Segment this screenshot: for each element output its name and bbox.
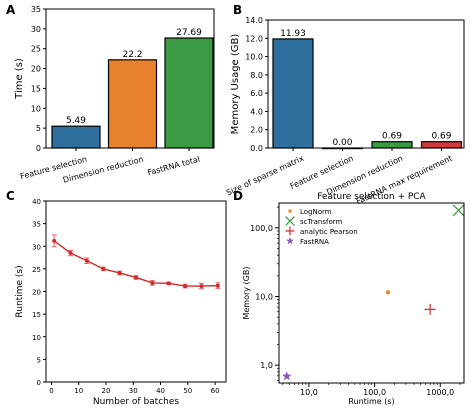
d-legend-marker-analytic-pearson bbox=[285, 226, 295, 236]
d-xlabel: Runtime (s) bbox=[348, 397, 394, 406]
a-value-label: 27.69 bbox=[176, 28, 202, 38]
b-value-label: 0.69 bbox=[431, 132, 451, 142]
c-xtick-label: 30 bbox=[129, 387, 138, 395]
d-legend-label: scTransform bbox=[300, 218, 342, 226]
panel-c-chart: 0 5 10 15 20 25 30 35 40 0 10 20 30 40 50 60 Number of b… bbox=[15, 198, 227, 407]
a-ytick-label: 10 bbox=[31, 104, 41, 113]
b-ytick-label: 0.0 bbox=[250, 144, 263, 153]
a-bar-fastrna-total bbox=[164, 37, 214, 149]
a-ytick-label: 30 bbox=[31, 25, 41, 34]
c-ytick-label: 15 bbox=[32, 311, 41, 319]
c-point bbox=[199, 284, 204, 289]
d-ytick-label: 1,0 bbox=[260, 361, 273, 370]
panel-label-b: B bbox=[233, 3, 242, 17]
c-xtick-label: 50 bbox=[183, 387, 192, 395]
b-ytick-label: 10.0 bbox=[245, 53, 263, 62]
a-ytick-label: 35 bbox=[31, 5, 41, 14]
d-legend-marker-fastrna bbox=[286, 237, 294, 245]
b-ytick-label: 14.0 bbox=[245, 16, 263, 25]
c-point bbox=[84, 258, 89, 263]
panel-label-d: D bbox=[233, 189, 243, 203]
c-ytick-label: 20 bbox=[32, 289, 41, 297]
c-axes-frame bbox=[45, 200, 227, 383]
panel-d-chart: Feature selection + PCA 10,0 100,0 1000,0 1,… bbox=[242, 192, 465, 406]
c-point bbox=[215, 283, 220, 288]
c-ytick-label: 25 bbox=[32, 266, 41, 274]
d-point-fastrna bbox=[282, 371, 292, 381]
c-xtick-label: 10 bbox=[74, 387, 83, 395]
a-axes-frame bbox=[45, 8, 215, 149]
c-xlabel: Number of batches bbox=[93, 397, 179, 407]
b-axes-frame bbox=[267, 19, 465, 149]
d-xtick-label: 100,0 bbox=[363, 388, 386, 397]
c-ytick-label: 10 bbox=[32, 334, 41, 342]
d-point-sctransform bbox=[452, 204, 465, 217]
d-legend-label: LogNorm bbox=[300, 208, 332, 216]
a-ytick-label: 25 bbox=[31, 45, 41, 54]
b-ytick-label: 12.0 bbox=[245, 34, 263, 43]
b-ytick-label: 2.0 bbox=[250, 126, 263, 135]
c-xtick-label: 20 bbox=[102, 387, 111, 395]
c-ytick-label: 30 bbox=[32, 243, 41, 251]
b-bar-fastrna-max-requirement bbox=[420, 141, 463, 149]
b-ytick-label: 8.0 bbox=[250, 71, 263, 80]
b-ytick-label: 4.0 bbox=[250, 107, 263, 116]
b-value-label: 0.00 bbox=[332, 138, 352, 148]
d-title: Feature selection + PCA bbox=[317, 192, 426, 202]
b-ylabel: Memory Usage (GB) bbox=[230, 34, 241, 135]
a-ytick-label: 20 bbox=[31, 65, 41, 74]
a-xtick-label: FastRNA total bbox=[147, 155, 201, 178]
c-xtick-label: 60 bbox=[211, 387, 220, 395]
c-point bbox=[117, 270, 122, 275]
a-ytick-label: 0 bbox=[36, 144, 41, 153]
c-point bbox=[166, 281, 171, 286]
panel-label-c: C bbox=[6, 189, 15, 203]
b-value-label: 11.93 bbox=[280, 29, 306, 39]
c-point bbox=[68, 251, 73, 256]
c-point bbox=[101, 266, 106, 271]
b-bar-size-of-sparse-matrix bbox=[272, 38, 314, 149]
d-xtick-label: 10,0 bbox=[300, 388, 318, 397]
a-value-label: 22.2 bbox=[122, 50, 142, 60]
a-value-label: 5.49 bbox=[66, 116, 86, 126]
c-xtick-label: 40 bbox=[156, 387, 165, 395]
a-bar-dimension-reduction bbox=[107, 59, 158, 149]
c-ytick-label: 0 bbox=[37, 379, 41, 387]
c-ytick-label: 35 bbox=[32, 221, 41, 229]
panel-b-chart: 0.0 2.0 4.0 6.0 8.0 10.0 12.0 14.0 11.93 Size of … bbox=[225, 16, 465, 206]
c-point bbox=[52, 238, 57, 243]
c-point bbox=[150, 280, 155, 285]
d-point-lognorm bbox=[385, 290, 391, 295]
d-ytick-label: 10,0 bbox=[255, 293, 273, 302]
b-xtick-label: Size of sparse matrix bbox=[225, 154, 306, 198]
c-ylabel: Runtime (s) bbox=[15, 265, 25, 317]
d-ytick-label: 100,0 bbox=[250, 224, 273, 233]
c-ytick-label: 40 bbox=[32, 198, 41, 206]
d-xtick-label: 1000,0 bbox=[426, 388, 454, 397]
c-point bbox=[134, 275, 138, 280]
a-ytick-label: 15 bbox=[31, 84, 41, 93]
d-legend-label: analytic Pearson bbox=[300, 228, 358, 236]
d-ylabel: Memory (GB) bbox=[242, 266, 251, 319]
a-ytick-label: 5 bbox=[36, 124, 41, 133]
b-value-label: 0.69 bbox=[382, 132, 402, 142]
panel-label-a: A bbox=[6, 3, 16, 17]
d-legend-marker-sctransform bbox=[285, 216, 295, 226]
d-axes-frame bbox=[278, 202, 465, 384]
a-ylabel: Time (s) bbox=[14, 58, 25, 100]
a-bar-feature-selection bbox=[51, 125, 101, 149]
d-legend-label: FastRNA bbox=[300, 238, 329, 246]
b-bar-dimension-reduction bbox=[371, 141, 413, 149]
d-legend-marker-lognorm bbox=[288, 209, 292, 213]
c-point bbox=[183, 284, 188, 289]
c-ytick-label: 5 bbox=[37, 356, 41, 364]
d-point-analytic-pearson bbox=[424, 303, 436, 315]
c-xtick-label: 0 bbox=[49, 387, 53, 395]
b-ytick-label: 6.0 bbox=[250, 89, 263, 98]
